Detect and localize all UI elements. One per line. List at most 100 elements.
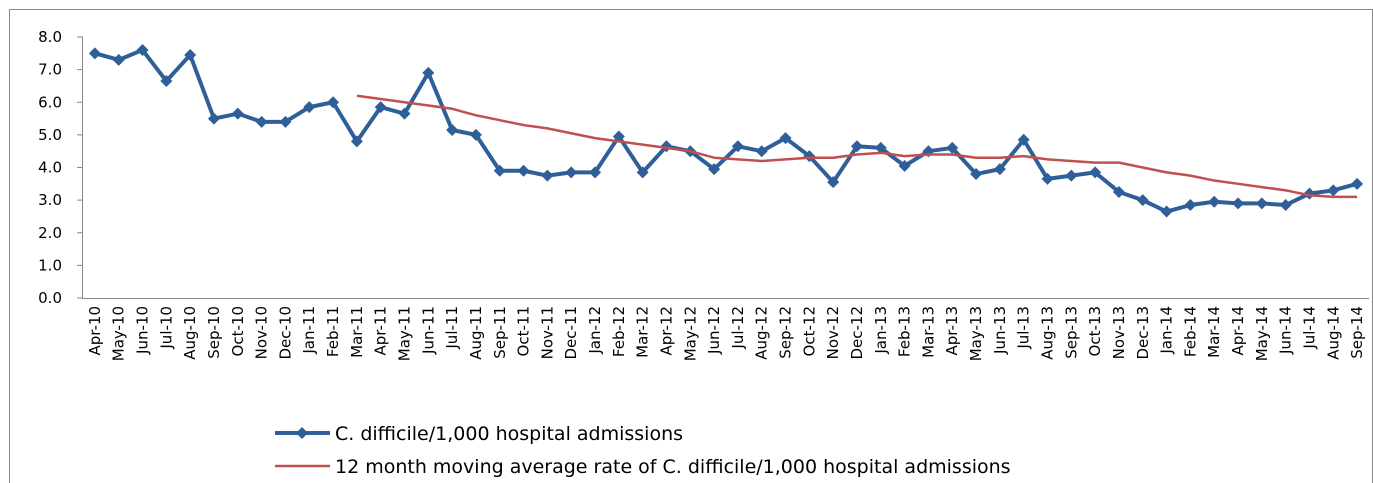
data-point [184, 48, 197, 61]
data-point [160, 75, 173, 88]
x-tick-label: Oct-12 [800, 306, 818, 356]
legend-label: 12 month moving average rate of C. diffi… [335, 456, 1011, 478]
data-point [112, 53, 125, 66]
x-tick-label: Oct-10 [229, 306, 247, 356]
x-tick-label: Aug-13 [1039, 306, 1057, 360]
data-point [541, 169, 554, 182]
data-point [231, 107, 244, 120]
data-point [1208, 195, 1221, 208]
data-point [207, 112, 220, 125]
data-point [469, 128, 482, 141]
x-tick-label: Jul-13 [1015, 306, 1033, 350]
data-point [88, 47, 101, 60]
data-point [946, 141, 959, 154]
x-tick-label: Jan-11 [300, 306, 318, 355]
x-tick-label: Nov-11 [538, 306, 556, 359]
data-point [636, 166, 649, 179]
x-tick-label: Nov-12 [824, 306, 842, 359]
x-tick-label: Sep-12 [777, 306, 795, 359]
data-point [279, 115, 292, 128]
data-point [874, 141, 887, 154]
x-tick-label: Apr-13 [943, 306, 961, 356]
x-tick-label: Apr-14 [1229, 306, 1247, 356]
data-point [993, 163, 1006, 176]
x-tick-label: May-11 [396, 306, 414, 361]
data-point [1160, 205, 1173, 218]
x-tick-label: Dec-12 [848, 306, 866, 360]
data-point [446, 123, 459, 136]
data-point [1089, 166, 1102, 179]
x-tick-label: Jun-11 [419, 306, 437, 355]
x-tick-label: May-14 [1253, 306, 1271, 361]
x-tick-label: Apr-10 [86, 306, 104, 356]
data-point [708, 163, 721, 176]
data-point [731, 140, 744, 153]
data-point [898, 159, 911, 172]
x-tick-label: Mar-14 [1205, 306, 1223, 358]
x-tick-label: Dec-13 [1134, 306, 1152, 360]
data-point [1112, 185, 1125, 198]
x-tick-label: Aug-10 [181, 306, 199, 360]
x-tick-label: Aug-12 [753, 306, 771, 360]
y-tick-label: 2.0 [38, 224, 62, 242]
data-point [589, 166, 602, 179]
x-tick-label: Jan-13 [872, 306, 890, 355]
data-point [1017, 133, 1030, 146]
y-tick-label: 6.0 [38, 93, 62, 111]
x-tick-label: Jul-14 [1300, 306, 1318, 350]
data-point [1136, 194, 1149, 207]
data-point [850, 140, 863, 153]
x-tick-label: Feb-14 [1181, 306, 1199, 357]
legend-label: C. difficile/1,000 hospital admissions [335, 423, 683, 445]
x-tick-label: Nov-13 [1110, 306, 1128, 359]
y-tick-label: 0.0 [38, 289, 62, 307]
x-tick-label: Aug-11 [467, 306, 485, 360]
x-tick-label: Mar-12 [634, 306, 652, 358]
x-tick-label: Jul-10 [157, 306, 175, 350]
x-tick-label: May-13 [967, 306, 985, 361]
x-tick-label: Jun-14 [1277, 306, 1295, 355]
data-point [1232, 197, 1245, 210]
y-tick-label: 4.0 [38, 159, 62, 177]
x-tick-label: Jul-11 [443, 306, 461, 350]
data-point [827, 176, 840, 189]
x-tick-label: Jun-12 [705, 306, 723, 355]
data-point [493, 164, 506, 177]
x-tick-label: Jul-12 [729, 306, 747, 350]
data-point [1279, 199, 1292, 212]
data-point [136, 44, 149, 57]
data-point [1255, 197, 1268, 210]
data-point [779, 132, 792, 145]
data-point [970, 168, 983, 181]
x-tick-label: Mar-11 [348, 306, 366, 358]
x-tick-label: Jan-14 [1158, 306, 1176, 355]
data-point [1327, 184, 1340, 197]
x-tick-label: Sep-10 [205, 306, 223, 359]
data-point [755, 145, 768, 158]
data-point [1041, 172, 1054, 185]
y-tick-label: 1.0 [38, 256, 62, 274]
x-tick-label: May-12 [681, 306, 699, 361]
data-point [303, 101, 316, 114]
data-point [398, 107, 411, 120]
y-tick-label: 7.0 [38, 61, 62, 79]
x-tick-label: Apr-11 [372, 306, 390, 356]
data-point [1065, 169, 1078, 182]
x-tick-label: Feb-12 [610, 306, 628, 357]
x-tick-label: Sep-13 [1062, 306, 1080, 359]
data-point [374, 101, 387, 114]
x-tick-label: Oct-11 [515, 306, 533, 356]
x-tick-label: Sep-11 [491, 306, 509, 359]
x-tick-label: Sep-14 [1348, 306, 1366, 359]
data-point [350, 135, 363, 148]
data-point [327, 96, 340, 109]
x-tick-label: Jun-10 [134, 306, 152, 355]
x-tick-label: May-10 [110, 306, 128, 361]
data-point [1351, 177, 1364, 190]
x-tick-label: Apr-12 [657, 306, 675, 356]
x-tick-label: Jan-12 [586, 306, 604, 355]
x-tick-label: Dec-10 [276, 306, 294, 360]
x-tick-label: Aug-14 [1324, 306, 1342, 360]
y-tick-label: 3.0 [38, 191, 62, 209]
